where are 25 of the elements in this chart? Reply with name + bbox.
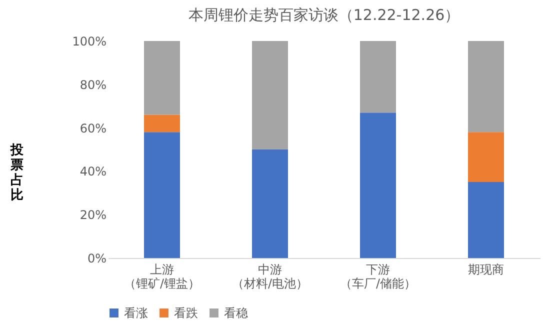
bar (360, 41, 396, 113)
y-tick-label: 80% (80, 78, 106, 92)
y-tick-label: 20% (80, 208, 106, 222)
bar (144, 132, 180, 258)
y-tick-label: 40% (80, 164, 106, 179)
bar (360, 112, 396, 258)
bar (468, 132, 504, 182)
y-tick-label: 100% (72, 34, 106, 48)
y-axis-title: 投票占比 (10, 143, 25, 203)
y-tick-label: 0% (87, 252, 106, 266)
y-tick-label: 60% (80, 121, 106, 136)
legend-label: 看稳 (224, 306, 248, 320)
chart-title: 本周锂价走势百家访谈（12.22-12.26） (188, 6, 460, 24)
x-tick-label: 上游（锂矿/锂盐） (124, 262, 200, 290)
bar (144, 41, 180, 115)
legend-label: 看跌 (174, 306, 198, 320)
legend-label: 看涨 (124, 306, 148, 320)
bar (252, 150, 288, 258)
bar (468, 182, 504, 258)
bar (468, 41, 504, 132)
bar (144, 114, 180, 132)
x-tick-label: 中游（材料/电池） (232, 262, 308, 290)
x-tick-label: 下游（车厂/储能） (340, 262, 416, 290)
x-tick-label: 期现商 (468, 262, 504, 276)
bar (252, 41, 288, 150)
